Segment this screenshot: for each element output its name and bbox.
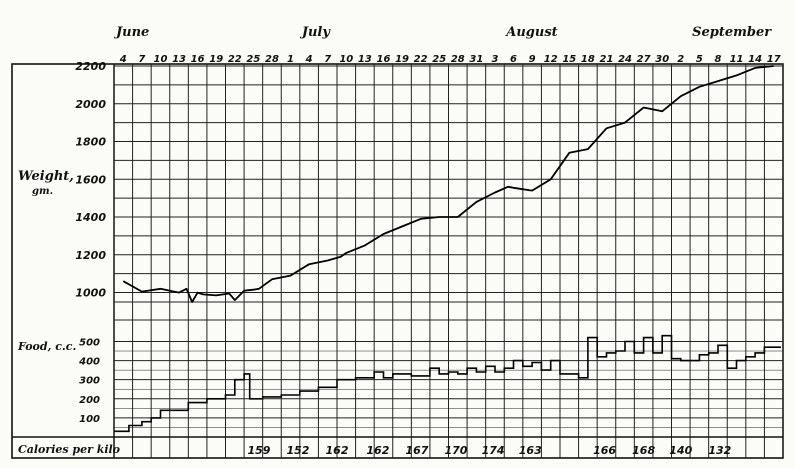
date-tick-label: 16 [376,54,390,65]
date-tick-label: 8 [714,54,721,65]
date-tick-label: 18 [581,54,595,65]
date-tick-label: 4 [119,54,127,65]
calories-value-label: 132 [708,444,731,457]
weight-unit-label: gm. [32,186,53,197]
date-tick-label: 4 [305,54,313,65]
weight-tick-label: 2200 [75,60,106,73]
date-tick-label: 5 [696,54,703,65]
date-tick-label: 22 [228,54,242,65]
month-label: July [299,25,332,40]
food-tick-label: 300 [79,376,100,387]
calories-value-label: 174 [482,444,505,457]
food-series-line [114,334,781,433]
date-tick-label: 27 [637,54,651,65]
weight-tick-label: 1000 [75,287,106,300]
calories-value-label: 152 [286,444,309,457]
food-tick-label: 100 [79,414,100,425]
date-tick-label: 17 [767,54,781,65]
month-label: June [113,25,149,40]
date-tick-label: 13 [358,54,372,65]
date-tick-label: 15 [562,54,576,65]
calories-value-label: 162 [366,444,389,457]
food-axis-label: Food, c.c. [17,340,76,353]
date-tick-label: 11 [730,54,744,65]
date-tick-label: 24 [618,54,632,65]
month-label: August [504,25,557,40]
food-tick-label: 500 [79,337,100,348]
weight-tick-label: 1400 [75,211,106,224]
weight-tick-label: 2000 [75,98,106,111]
date-tick-label: 9 [529,54,536,65]
date-tick-label: 13 [172,54,186,65]
date-tick-label: 16 [191,54,205,65]
date-tick-label: 22 [414,54,428,65]
month-label: September [692,25,772,40]
date-tick-label: 19 [395,54,409,65]
weight-tick-label: 1800 [75,136,106,149]
food-tick-label: 200 [79,395,100,406]
date-tick-label: 10 [153,54,167,65]
calories-value-label: 170 [444,444,467,457]
date-tick-label: 30 [655,54,669,65]
date-tick-label: 6 [510,54,517,65]
date-tick-label: 10 [339,54,353,65]
weight-tick-label: 1200 [75,249,106,262]
calories-value-label: 168 [632,444,655,457]
weight-axis-label: Weight, [18,169,74,184]
date-tick-label: 19 [209,54,223,65]
date-tick-label: 7 [324,54,331,65]
calories-value-label: 163 [519,444,542,457]
date-tick-label: 31 [469,54,483,65]
date-tick-label: 25 [432,54,446,65]
calories-value-label: 167 [405,444,428,457]
date-tick-label: 28 [451,54,465,65]
date-tick-label: 1 [287,54,294,65]
weight-tick-label: 1600 [75,173,106,186]
date-tick-label: 14 [748,54,762,65]
food-tick-label: 400 [78,357,100,368]
calories-value-label: 140 [669,444,692,457]
date-tick-label: 12 [544,54,558,65]
date-tick-label: 7 [138,54,145,65]
calories-value-label: 159 [247,444,270,457]
date-tick-label: 2 [677,54,684,65]
date-tick-label: 25 [246,54,260,65]
date-tick-label: 21 [599,54,613,65]
calories-value-label: 162 [326,444,349,457]
date-tick-label: 3 [491,54,498,65]
calories-value-label: 166 [593,444,616,457]
date-tick-label: 28 [265,54,279,65]
calories-row-label: Calories per kilo [18,443,120,456]
weight-series-line [122,65,774,303]
